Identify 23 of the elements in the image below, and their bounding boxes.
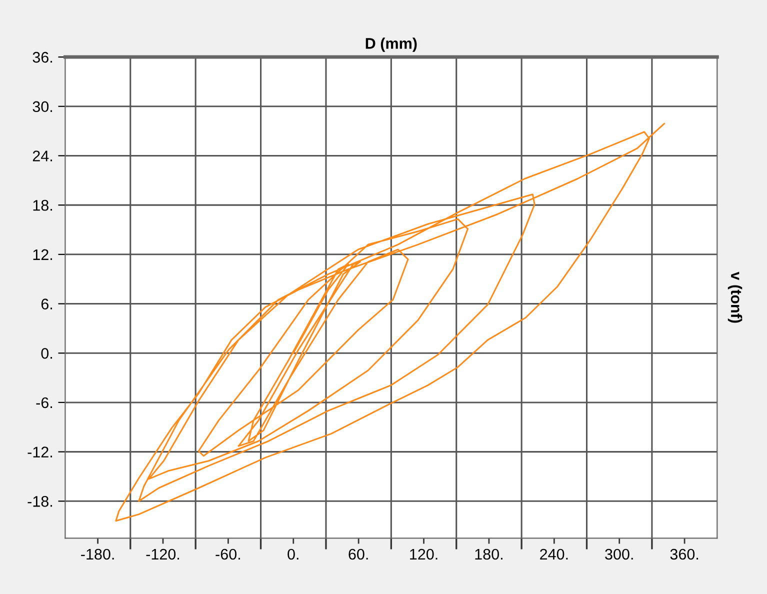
y-tick-label: -6. [36,397,52,408]
chart-title: D (mm) [366,38,417,52]
x-tick-label: 60. [348,548,368,560]
y-tick-label: 12. [33,249,52,260]
y-tick-label: 0. [41,348,52,359]
y-tick-label: 6. [41,298,52,310]
line-series [115,122,665,522]
y-tick-label: -18. [28,496,52,507]
x-tick-label: 240. [540,548,568,560]
y-tick-label: 30. [32,101,52,112]
y-tick-label: -12. [28,446,52,458]
x-tick-label: 120. [410,548,438,560]
y-tick-label: 24. [32,150,52,162]
y-tick-label: 18. [33,200,52,211]
x-tick-label: 360. [670,548,698,560]
x-tick-label: 300. [605,548,633,560]
x-tick-label: -180. [81,548,114,560]
y-tick-label: 36. [32,52,52,63]
x-tick-label: 0. [288,548,298,560]
x-tick-label: 180. [475,548,502,560]
x-tick-label: -60. [216,548,240,560]
y-axis-title: v (tonf) [728,272,742,323]
x-tick-label: -120. [146,548,180,560]
